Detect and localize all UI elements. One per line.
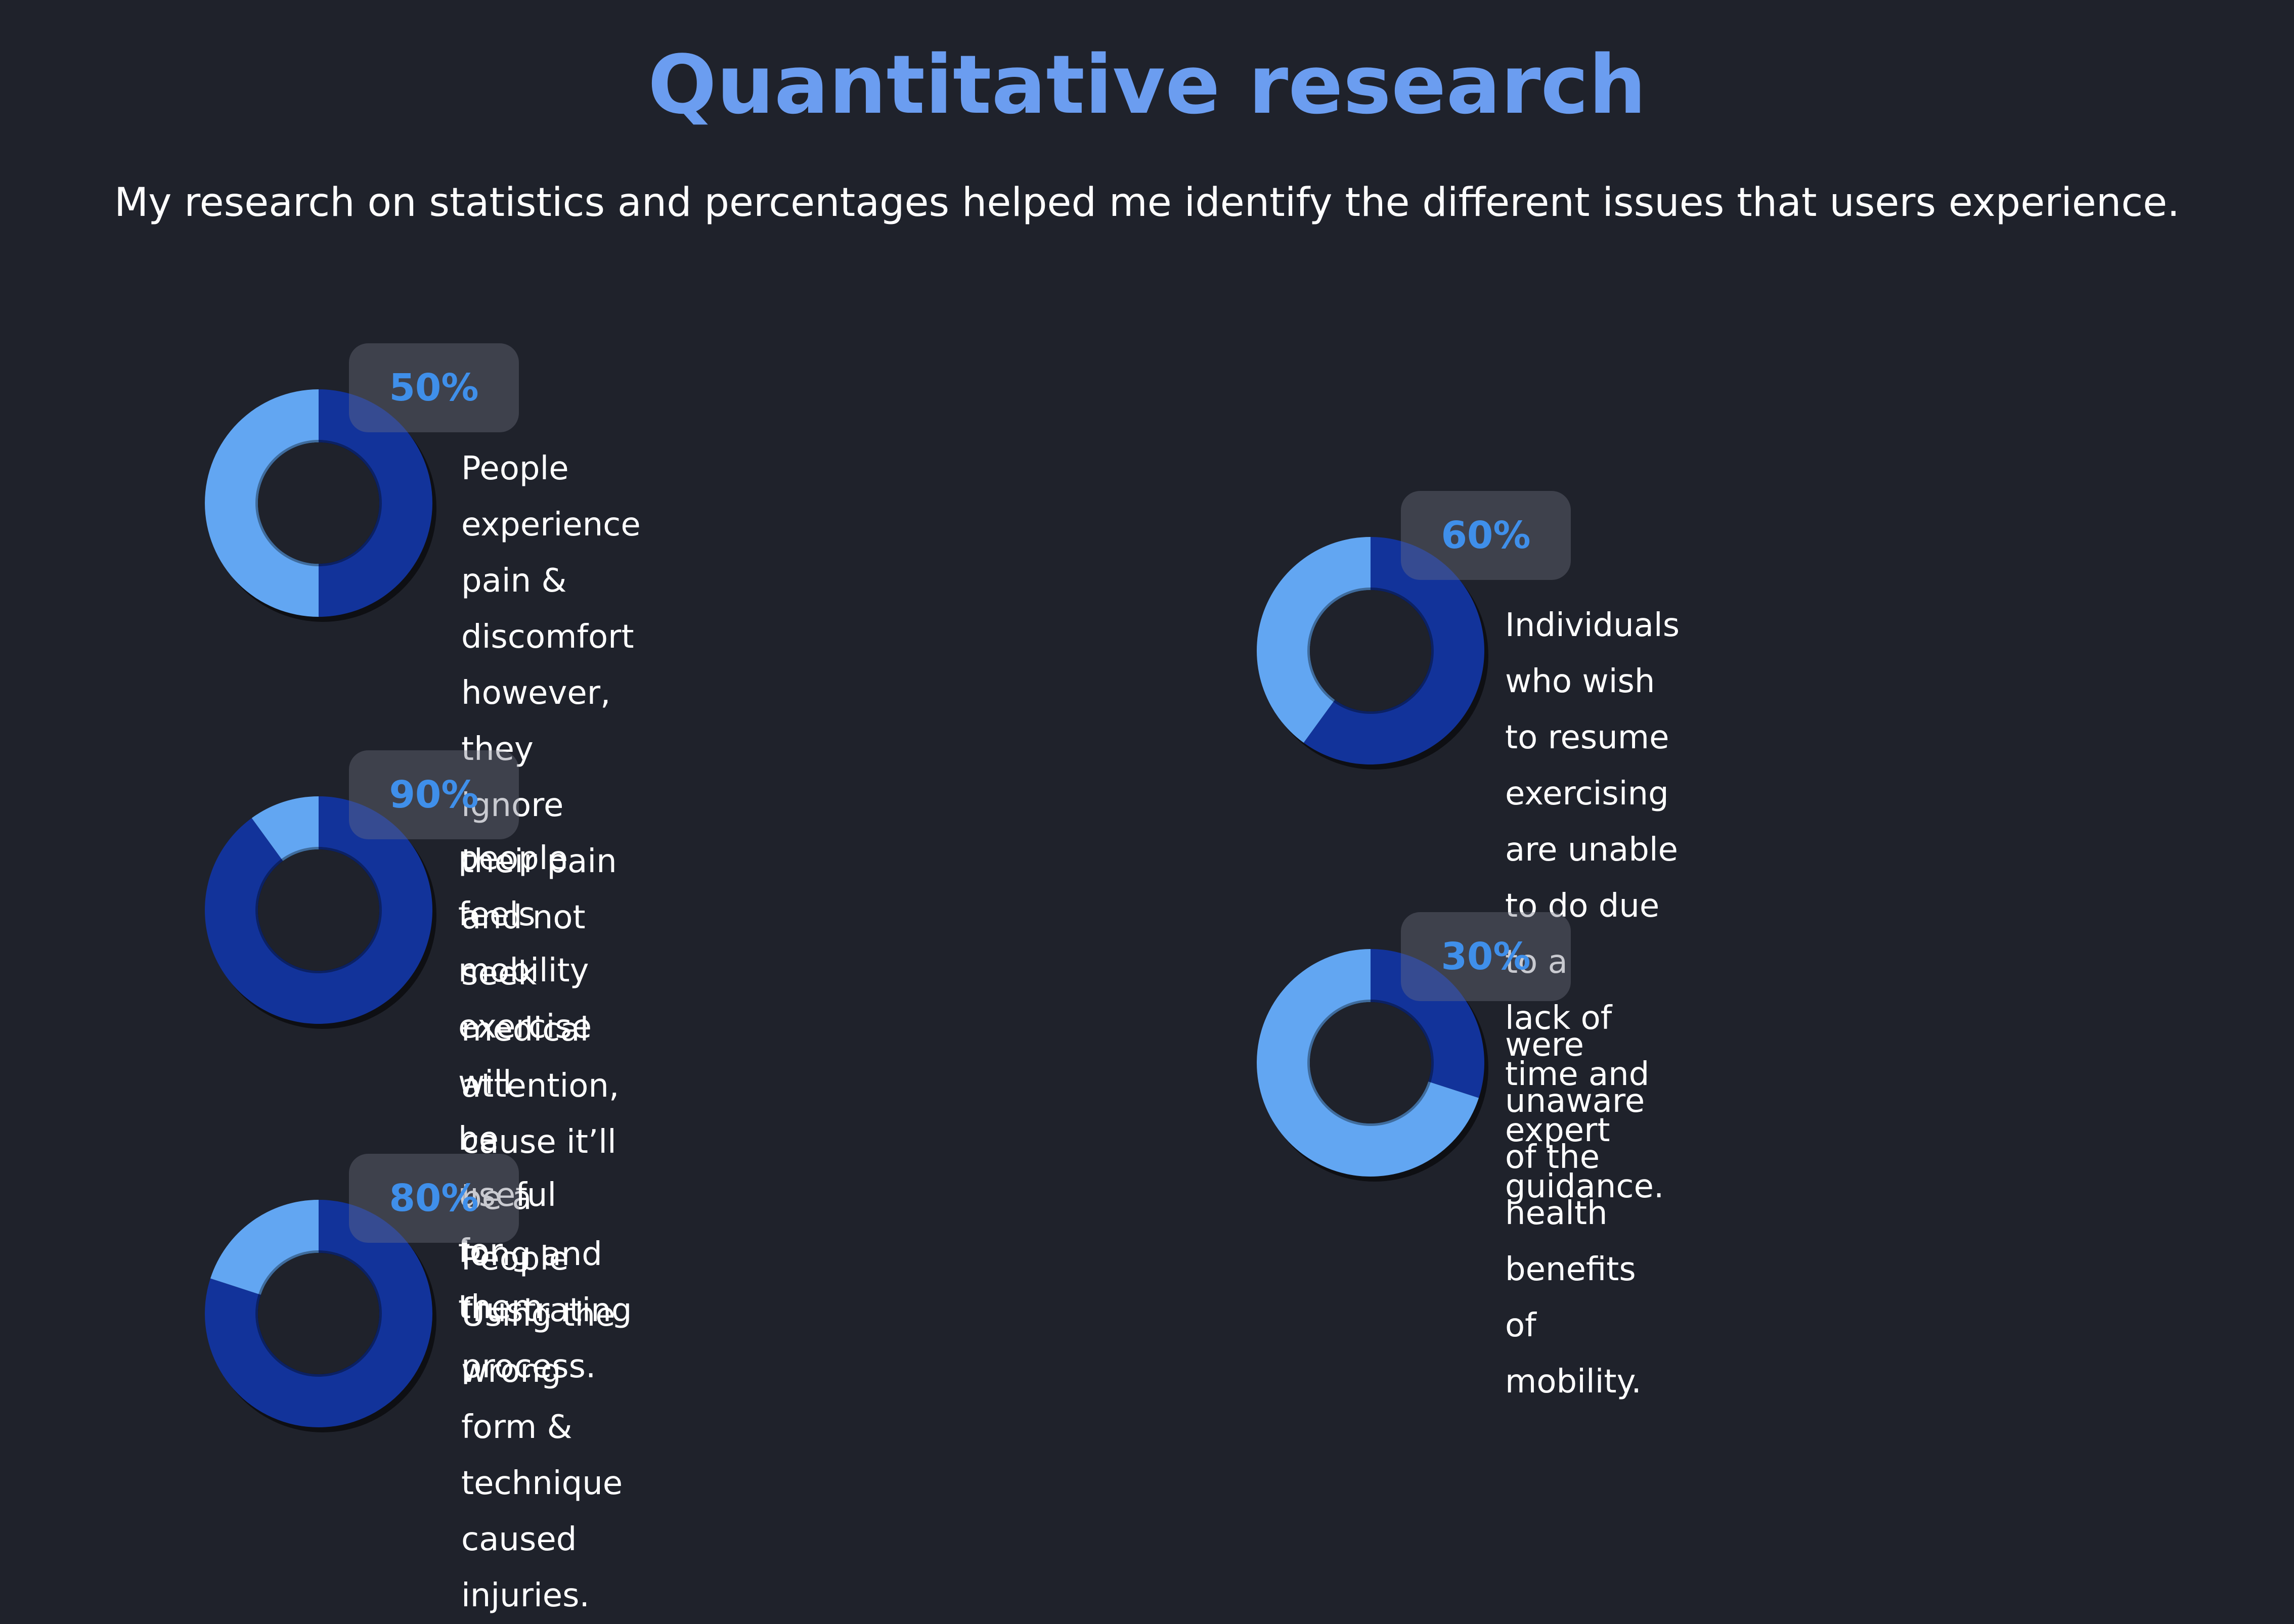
donut-inner-shadow [255,1250,382,1377]
donut-slice-primary [204,1200,432,1427]
donut-inner-shadow [1307,1000,1434,1126]
donut-chart-60 [1257,537,1488,770]
donut-chart-30 [1257,949,1488,1182]
page-subtitle: My research on statistics and percentage… [114,180,2180,225]
percent-badge: 90% [349,750,519,839]
donut-slice-secondary [1257,537,1371,743]
donut-hole [1310,590,1431,711]
percent-badge: 60% [1401,491,1571,580]
donut-chart-90 [205,796,436,1029]
donut-chart-80 [204,1200,436,1432]
donut-slice-primary [1303,537,1484,764]
donut-slice-secondary [251,796,319,861]
donut-slice-primary [319,389,432,617]
stat-description: were unaware of the health benefits of m… [1505,1026,1645,1401]
donut-inner-shadow [1307,588,1434,714]
stat-description: people feels mobility exercise will be u… [458,840,592,1326]
donut-slice-primary [1371,949,1485,1098]
donut-chart-50 [205,389,436,622]
donut-slice-secondary [205,389,319,617]
stat-description: Individuals who wish to resume exercisin… [1505,607,1680,1205]
percent-badge: 30% [1401,912,1571,1001]
donut-slice-secondary [210,1200,319,1295]
donut-hole [258,442,379,564]
page-title: Quantitative research [647,37,1647,132]
stat-description: People Using the wrong form & technique … [461,1240,623,1614]
donut-hole [258,1253,379,1374]
donut-hole [258,849,379,971]
donut-hole [1310,1002,1431,1123]
donut-slice-secondary [1257,949,1479,1177]
stat-description: People experience pain & discomfort howe… [461,450,641,1385]
donut-slice-primary [205,796,433,1024]
percent-badge: 50% [349,343,519,432]
percent-badge: 80% [349,1154,519,1243]
donut-inner-shadow [255,847,382,973]
donut-inner-shadow [255,440,382,566]
